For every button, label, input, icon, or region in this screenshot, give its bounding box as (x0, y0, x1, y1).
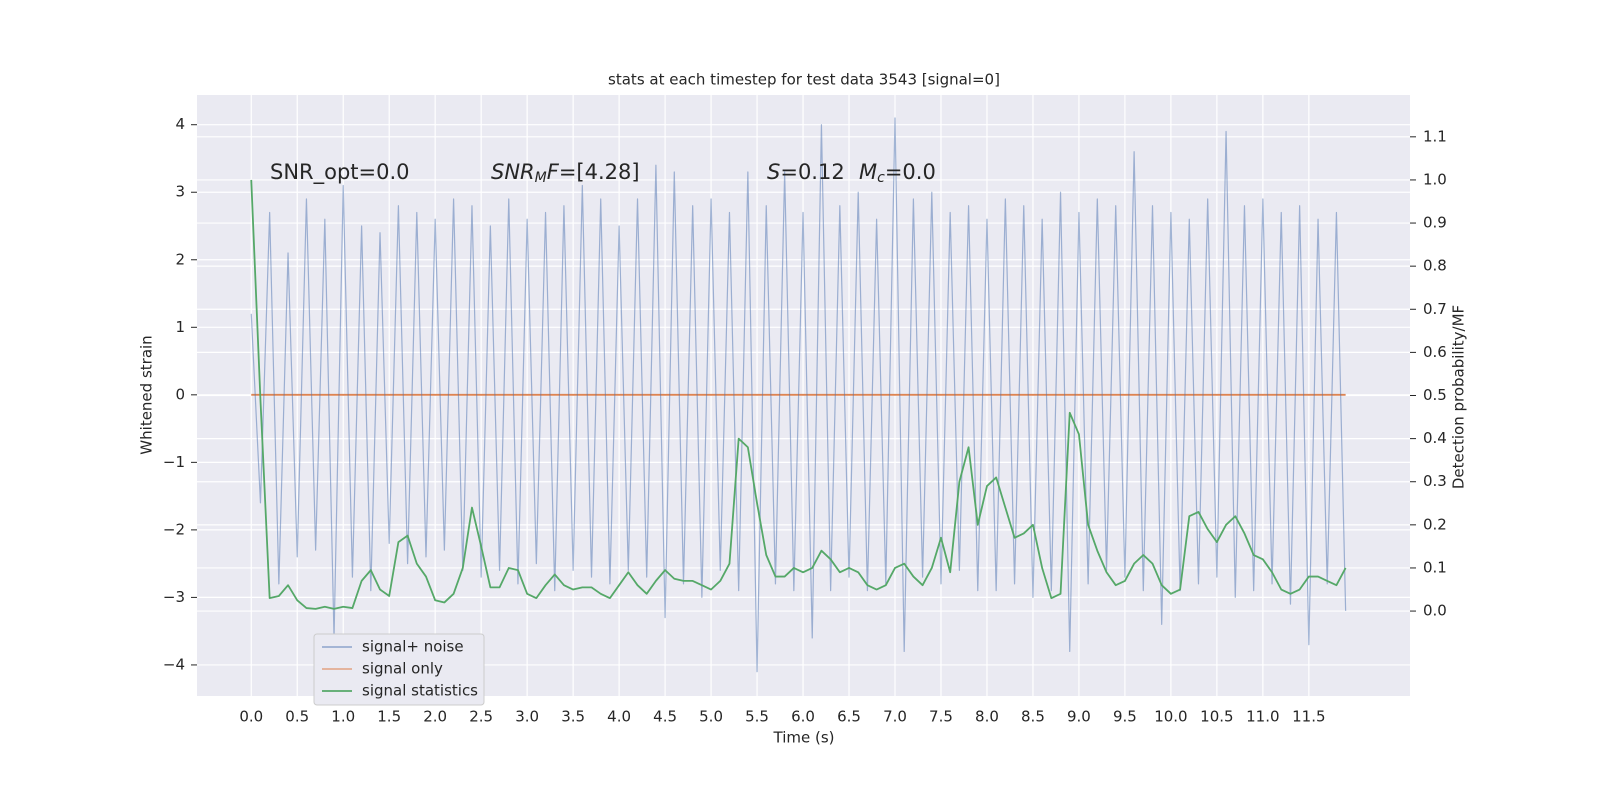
x-axis-label: Time (s) (773, 729, 835, 747)
x-tick-label: 0.0 (239, 708, 263, 726)
y-tick-label: 1 (175, 318, 185, 336)
y-tick-label: 0 (175, 385, 185, 403)
x-tick-label: 3.5 (561, 708, 585, 726)
x-tick-label: 8.0 (975, 708, 999, 726)
y2-tick-label: 0.0 (1423, 602, 1447, 620)
y2-tick-label: 1.1 (1423, 127, 1447, 145)
y2-tick-label: 1.0 (1423, 170, 1447, 188)
x-tick-label: 3.0 (515, 708, 539, 726)
annotation-part: SNR_opt=0.0 (270, 160, 410, 185)
annotation-part: F (547, 160, 560, 184)
x-tick-label: 6.0 (791, 708, 815, 726)
legend-label: signal only (362, 660, 443, 678)
y2-tick-label: 0.2 (1423, 515, 1447, 533)
y2-tick-label: 0.8 (1423, 257, 1447, 275)
y2-tick-label: 0.3 (1423, 472, 1447, 490)
y2-tick-label: 0.1 (1423, 558, 1447, 576)
x-tick-label: 9.5 (1113, 708, 1137, 726)
series-line (250, 179, 1347, 610)
x-tick-label: 7.0 (883, 708, 907, 726)
y-tick-label: −4 (163, 655, 185, 673)
y2-tick-label: 0.6 (1423, 343, 1447, 361)
y-tick-label: 3 (175, 183, 185, 201)
annotation-part: M (535, 170, 547, 186)
x-tick-label: 4.5 (653, 708, 677, 726)
x-tick-label: 1.0 (331, 708, 355, 726)
x-tick-label: 2.0 (423, 708, 447, 726)
annotation-part: =0.12 (780, 160, 844, 184)
annotation: SNRMF=[4.28] (491, 160, 640, 186)
y-tick-label: −2 (163, 520, 185, 538)
y2-tick-label: 0.5 (1423, 386, 1447, 404)
x-tick-label: 5.5 (745, 708, 769, 726)
y-axis-label: Whitened strain (138, 335, 156, 454)
annotation-part: SNR (491, 160, 535, 184)
legend-box (313, 633, 485, 706)
x-tick-label: 4.0 (607, 708, 631, 726)
chart-title: stats at each timestep for test data 354… (608, 71, 1000, 89)
y2-tick-label: 0.4 (1423, 429, 1447, 447)
annotation-part: M (859, 160, 877, 184)
x-tick-label: 11.0 (1246, 708, 1279, 726)
x-tick-label: 5.0 (699, 708, 723, 726)
annotation: S=0.12 (767, 160, 845, 184)
legend-label: signal+ noise (362, 638, 464, 656)
annotation-part: =0.0 (885, 160, 936, 184)
legend-label: signal statistics (362, 682, 478, 700)
annotation-part: =[4.28] (559, 160, 640, 184)
x-tick-label: 10.0 (1154, 708, 1187, 726)
y-tick-label: −3 (163, 588, 185, 606)
y2-axis-label: Detection probability/MF (1450, 305, 1468, 489)
x-tick-label: 9.0 (1067, 708, 1091, 726)
x-tick-label: 11.5 (1292, 708, 1325, 726)
annotation-part: S (767, 160, 780, 184)
annotation: SNR_opt=0.0 (270, 160, 410, 185)
x-tick-label: 1.5 (377, 708, 401, 726)
x-tick-label: 8.5 (1021, 708, 1045, 726)
annotation: Mc=0.0 (859, 160, 936, 186)
x-tick-label: 10.5 (1200, 708, 1233, 726)
series-line (250, 117, 1347, 673)
x-tick-label: 6.5 (837, 708, 861, 726)
x-tick-label: 2.5 (469, 708, 493, 726)
annotation-part: c (877, 170, 885, 186)
y-tick-label: 2 (175, 250, 185, 268)
legend: signal+ noise signal only signal statistic… (313, 633, 485, 706)
y-tick-label: −1 (163, 453, 185, 471)
x-tick-label: 0.5 (285, 708, 309, 726)
y-tick-label: 4 (175, 115, 185, 133)
y2-tick-label: 0.9 (1423, 214, 1447, 232)
y2-tick-label: 0.7 (1423, 300, 1447, 318)
x-tick-label: 7.5 (929, 708, 953, 726)
